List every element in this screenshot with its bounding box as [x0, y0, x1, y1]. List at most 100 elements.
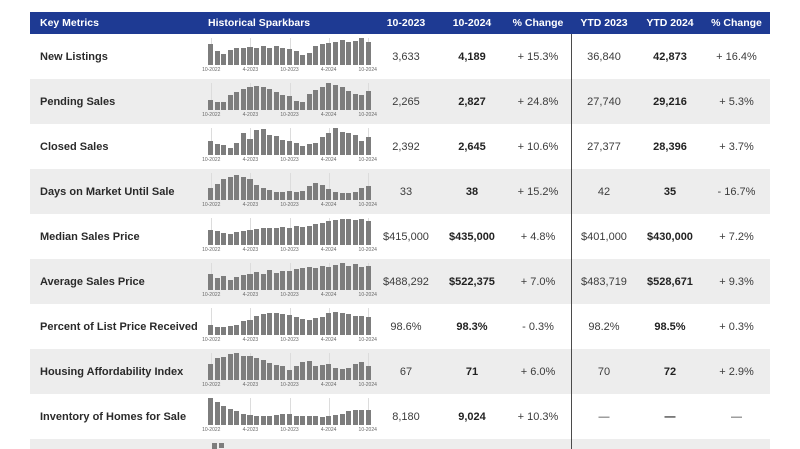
sparkbar-axis-label: 10-2022	[202, 67, 221, 73]
sparkbar-bar	[240, 231, 246, 245]
sparkbar-bar	[293, 317, 299, 335]
value-cell-ytd-2023: $483,719	[581, 275, 627, 288]
sparkbar-bar	[286, 191, 293, 200]
sparkbar-bar	[300, 191, 306, 200]
value-cell-oct-2024: 2,645	[458, 140, 486, 153]
sparkbar-chart: 10-2022 4-2023 10-2023 4-2024 10-2024	[202, 83, 377, 120]
sparkbar-bar	[365, 91, 371, 110]
sparkbar-bar	[293, 51, 299, 65]
sparkbar-bar	[214, 51, 220, 65]
sparkbar-bar	[227, 50, 233, 65]
sparkbar-bar	[346, 133, 352, 155]
metric-name: Housing Affordability Index	[40, 365, 184, 378]
sparkbar-bar	[365, 317, 371, 335]
sparkbar-bar	[280, 48, 286, 65]
value-cell-ytd-2023: 27,377	[587, 140, 621, 153]
sparkbar-axis-label: 10-2023	[280, 427, 299, 433]
sparkbar-axis-label: 10-2024	[358, 67, 377, 73]
value-cell-ytd-2024: 42,873	[653, 50, 687, 63]
value-cell-ytd-2024: 72	[663, 365, 677, 378]
table-body: New Listings 10-2022 4-2023 10-2023 4-2024 10…	[30, 34, 770, 439]
value-cell-ytd-2024: $430,000	[647, 230, 693, 243]
sparkbar-bar	[267, 48, 273, 65]
sparkbar-bars	[208, 353, 371, 380]
sparkbar-bar	[254, 272, 260, 290]
sparkbar-bar	[332, 85, 339, 110]
col-header-ytd-pct-change: % Change	[711, 17, 762, 29]
sparkbar-bar	[273, 136, 279, 155]
sparkbar-bar	[293, 269, 299, 290]
sparkbar-bar	[247, 356, 253, 380]
value-cell-ytd-pct-change: + 16.4%	[716, 50, 757, 63]
sparkbar-axis-label: 10-2023	[280, 67, 299, 73]
sparkbar-axis-label: 4-2024	[320, 112, 337, 118]
column-group-divider	[571, 34, 572, 449]
sparkbar-bar	[247, 87, 253, 110]
sparkbar-bars	[208, 83, 371, 110]
sparkbar-bar	[208, 44, 214, 65]
sparkbar-axis-label: 4-2023	[242, 112, 259, 118]
value-cell-oct-2024: 9,024	[458, 410, 486, 423]
sparkbar-bar	[208, 188, 214, 200]
sparkbar-bar	[260, 416, 266, 425]
sparkbar-bar	[254, 185, 260, 200]
sparkbar-bar	[234, 277, 240, 290]
sparkbar-chart: 10-2022 4-2023 10-2023 4-2024 10-2024	[202, 308, 377, 345]
header-row: Key Metrics Historical Sparkbars 10-2023 10…	[30, 12, 770, 34]
sparkbar-bar	[273, 228, 279, 245]
sparkbar-bar	[208, 274, 214, 290]
sparkbar-bar	[267, 416, 273, 425]
sparkbar-bar	[300, 319, 306, 335]
sparkbar-bar	[208, 141, 214, 155]
sparkbar-bar	[247, 415, 253, 425]
table-row: Median Sales Price 10-2022 4-2023 10-2023 4-…	[30, 214, 770, 259]
sparkbar-bar	[218, 443, 224, 448]
sparkbar-bar	[221, 54, 227, 65]
sparkbar-bar	[227, 280, 233, 290]
sparkbar-bar	[339, 369, 345, 380]
sparkbar-bar	[273, 365, 279, 380]
sparkbar-axis-label: 4-2024	[320, 337, 337, 343]
sparkbar-axis-label: 4-2024	[320, 202, 337, 208]
sparkbar-bar	[286, 49, 293, 65]
sparkbar-gridline	[211, 308, 213, 335]
sparkbar-chart: 10-2022 4-2023 10-2023 4-2024 10-2024	[202, 263, 377, 300]
value-cell-oct-2023: 2,265	[392, 95, 420, 108]
value-cell-oct-2023: 33	[399, 185, 413, 198]
sparkbar-bar	[326, 43, 332, 65]
sparkbar-bar	[359, 362, 365, 380]
sparkbar-gridline	[211, 173, 213, 200]
value-cell-oct-2024: 2,827	[458, 95, 486, 108]
sparkbar-bar	[273, 273, 279, 290]
sparkbar-chart: 10-2022 4-2023 10-2023 4-2024 10-2024	[202, 128, 377, 165]
sparkbar-gridline	[328, 398, 330, 425]
sparkbar-bar	[339, 193, 345, 200]
sparkbar-bar	[221, 327, 227, 335]
sparkbar-axis-label: 10-2023	[280, 337, 299, 343]
value-cell-oct-2023: 98.6%	[390, 320, 422, 333]
sparkbar-bar	[208, 364, 214, 380]
sparkbar-bar	[365, 137, 371, 155]
sparkbar-bar	[306, 267, 312, 290]
sparkbar-bar	[267, 228, 273, 245]
sparkbar-axis-label: 10-2023	[280, 157, 299, 163]
sparkbar-bar	[306, 94, 312, 110]
sparkbar-bar	[221, 357, 227, 380]
sparkbar-bar	[227, 234, 233, 245]
sparkbar-bar	[365, 221, 371, 245]
value-cell-oct-2023: 8,180	[392, 410, 420, 423]
sparkbar-bar	[286, 315, 293, 335]
partial-next-row	[30, 439, 770, 449]
sparkbar-bar	[352, 135, 358, 155]
sparkbar-bar	[319, 44, 325, 65]
sparkbar-bar	[365, 366, 371, 380]
sparkbar-bar	[352, 410, 358, 425]
sparkbar-bar	[273, 192, 279, 200]
sparkbar-bar	[300, 102, 306, 110]
sparkbar-bar	[346, 42, 352, 65]
sparkbar-bar	[280, 271, 286, 290]
sparkbar-bar	[346, 91, 352, 110]
sparkbar-bar	[280, 140, 286, 155]
sparkbar-bar	[359, 188, 365, 200]
sparkbar-bar	[306, 320, 312, 335]
